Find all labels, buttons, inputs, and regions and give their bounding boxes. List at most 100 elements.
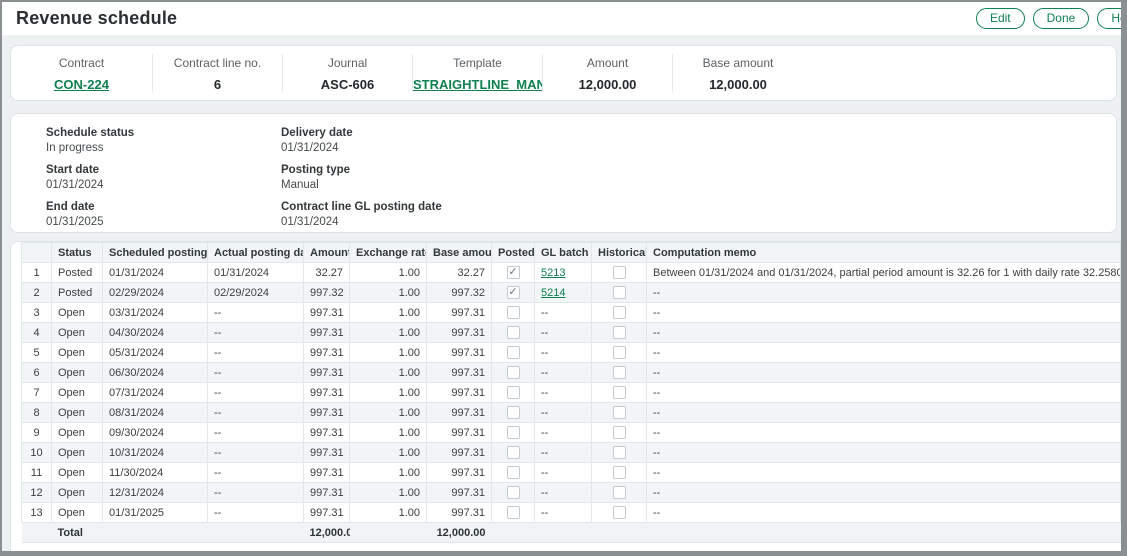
historical-checkbox[interactable] [612,426,626,439]
row-amount: 997.31 [303,482,350,503]
total-row-spacer [207,522,304,543]
contract-line-gl-posting-date-label: Contract line GL posting date [281,201,442,213]
edit-button[interactable]: Edit [975,8,1025,29]
table-row: 9 Open 09/30/2024 -- 997.31 1.00 997.31 … [21,422,1121,443]
summary-field-amount: Amount 12,000.00 [543,54,673,92]
table-row: 1 Posted 01/31/2024 01/31/2024 32.27 1.0… [21,262,1121,283]
row-gl-batch-cell: -- [534,362,592,383]
row-posted-cell [491,382,535,403]
row-gl-batch-cell: -- [534,322,592,343]
table-row: 4 Open 04/30/2024 -- 997.31 1.00 997.31 … [21,322,1121,343]
row-scheduled-posting-date: 01/31/2025 [102,502,208,523]
col-header-rownum [21,242,52,263]
historical-checkbox[interactable] [612,506,626,519]
header-actions: Edit Done Help [975,8,1121,29]
historical-checkbox[interactable] [612,266,626,279]
row-gl-batch-cell: -- [534,442,592,463]
row-scheduled-posting-date: 10/31/2024 [102,442,208,463]
row-number: 9 [21,422,52,443]
posted-checkbox[interactable] [506,426,520,439]
posted-checkbox[interactable] [506,366,520,379]
template-link[interactable]: STRAIGHTLINE_MANUAL [413,77,542,92]
posted-checkbox[interactable] [506,326,520,339]
row-computation-memo: -- [646,502,1121,523]
row-status: Open [51,302,103,323]
historical-checkbox[interactable] [612,406,626,419]
total-row-spacer [534,522,592,543]
posted-checkbox[interactable] [506,466,520,479]
gl-batch-link[interactable]: 5214 [541,286,566,299]
posted-checkbox[interactable] [506,486,520,499]
base-amount-value: 12,000.00 [709,77,767,92]
summary-field-base-amount: Base amount 12,000.00 [673,54,803,92]
end-date-label: End date [46,201,95,213]
row-status: Open [51,422,103,443]
row-actual-posting-date: 01/31/2024 [207,262,304,283]
posted-checkbox[interactable] [506,386,520,399]
historical-checkbox[interactable] [612,446,626,459]
table-row: 7 Open 07/31/2024 -- 997.31 1.00 997.31 … [21,382,1121,403]
historical-checkbox[interactable] [612,486,626,499]
historical-checkbox[interactable] [612,326,626,339]
row-scheduled-posting-date: 02/29/2024 [102,282,208,303]
gl-batch-value: -- [541,486,549,499]
help-button[interactable]: Help [1097,8,1121,29]
row-historical-cell [591,442,647,463]
row-scheduled-posting-date: 09/30/2024 [102,422,208,443]
historical-checkbox[interactable] [612,466,626,479]
amount-label: Amount [586,56,629,70]
posted-checkbox[interactable] [506,306,520,319]
row-gl-batch-cell: 5214 [534,282,592,303]
row-exchange-rate: 1.00 [349,322,427,343]
contract-link[interactable]: CON-224 [54,77,109,92]
total-label: Total [51,522,103,543]
row-number: 4 [21,322,52,343]
col-header-historical: Historical [591,242,647,263]
table-row: 8 Open 08/31/2024 -- 997.31 1.00 997.31 … [21,402,1121,423]
historical-checkbox[interactable] [612,366,626,379]
row-base-amount: 32.27 [426,262,492,283]
row-number: 11 [21,462,52,483]
total-row-spacer [591,522,647,543]
row-status: Open [51,502,103,523]
row-posted-cell [491,402,535,423]
row-amount: 997.32 [303,282,350,303]
row-historical-cell [591,342,647,363]
end-date-field: End date 01/31/2025 [46,201,281,228]
row-number: 7 [21,382,52,403]
posted-checkbox[interactable]: ✓ [506,286,520,299]
row-actual-posting-date: -- [207,342,304,363]
posted-checkbox[interactable] [506,506,520,519]
posted-checkbox[interactable] [506,446,520,459]
historical-checkbox[interactable] [612,286,626,299]
row-historical-cell [591,282,647,303]
row-scheduled-posting-date: 01/31/2024 [102,262,208,283]
contract-line-label: Contract line no. [173,56,262,70]
historical-checkbox[interactable] [612,386,626,399]
posted-checkbox[interactable] [506,346,520,359]
summary-bar: Contract CON-224 Contract line no. 6 Jou… [10,45,1117,101]
gl-batch-value: -- [541,366,549,379]
page-title: Revenue schedule [16,8,178,28]
gl-batch-value: -- [541,406,549,419]
total-row-spacer [102,522,208,543]
row-status: Open [51,442,103,463]
row-actual-posting-date: -- [207,362,304,383]
row-status: Open [51,482,103,503]
row-status: Open [51,342,103,363]
row-number: 12 [21,482,52,503]
posted-checkbox[interactable]: ✓ [506,266,520,279]
done-button[interactable]: Done [1032,8,1090,29]
row-exchange-rate: 1.00 [349,282,427,303]
row-base-amount: 997.31 [426,502,492,523]
total-row-spacer [646,522,1121,543]
historical-checkbox[interactable] [612,306,626,319]
row-exchange-rate: 1.00 [349,302,427,323]
table-row: 12 Open 12/31/2024 -- 997.31 1.00 997.31… [21,482,1121,503]
row-computation-memo: -- [646,342,1121,363]
historical-checkbox[interactable] [612,346,626,359]
total-row-spacer [21,522,52,543]
gl-batch-link[interactable]: 5213 [541,266,566,279]
posted-checkbox[interactable] [506,406,520,419]
